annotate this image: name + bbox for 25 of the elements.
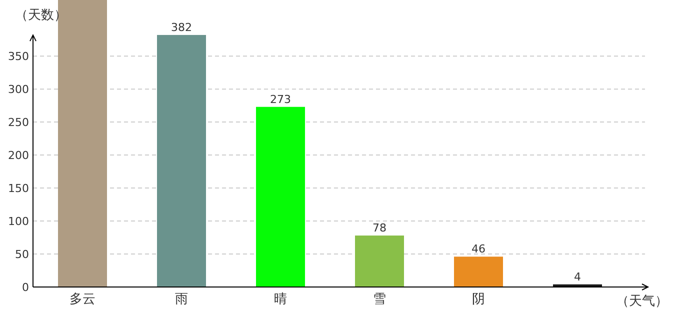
y-tick-label: 100 (8, 215, 29, 228)
x-tick-label: 阴 (472, 292, 485, 307)
y-tick-label: 300 (8, 83, 29, 96)
x-tick-label: 晴 (274, 292, 287, 307)
bar (256, 106, 305, 287)
x-axis-title: （天气） (616, 294, 668, 309)
data-label: 273 (270, 92, 291, 106)
bar (58, 0, 107, 287)
y-axis-title: （天数） (15, 8, 67, 23)
y-tick-label: 200 (8, 149, 29, 162)
data-label: 46 (472, 242, 486, 256)
y-tick-label: 50 (15, 248, 29, 262)
bar (157, 34, 206, 287)
y-tick-label: 250 (8, 116, 29, 130)
y-tick-label: 0 (22, 281, 29, 294)
y-tick-label: 150 (8, 182, 29, 196)
bar (355, 236, 404, 287)
data-label: 382 (171, 20, 192, 34)
x-tick-label: 雨 (175, 292, 188, 307)
bar (454, 256, 503, 287)
x-tick-label: 多云 (70, 292, 96, 307)
data-label: 78 (372, 222, 386, 235)
data-label: 4 (574, 270, 581, 284)
y-tick-label: 350 (8, 50, 29, 64)
x-tick-label: 雪 (373, 292, 386, 307)
